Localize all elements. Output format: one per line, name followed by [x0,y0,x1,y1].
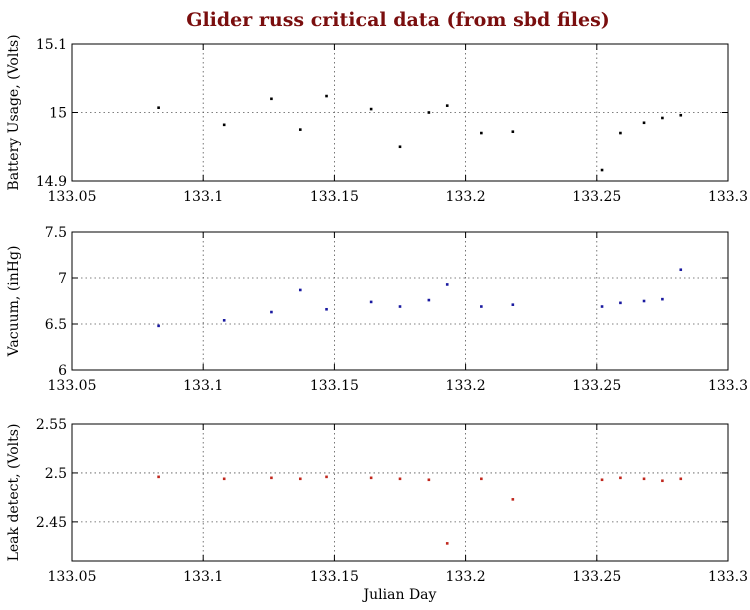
data-point [398,477,402,481]
y-tick-label: 2.45 [36,515,67,531]
data-point [427,111,431,114]
x-tick-label: 133.05 [48,569,97,585]
panel-2: 133.05 133.1 133.15 133.2 133.25 133.3 6 6.5 7 7.… [6,225,748,394]
data-point [600,168,604,172]
y-tick-label: 14.9 [36,174,67,190]
y-tick-label: 6.5 [45,317,67,333]
x-tick-label: 133.2 [446,378,486,394]
x-tick-label: 133.05 [48,189,97,205]
data-point [480,305,483,308]
y-tick-label: 2.5 [45,466,67,482]
data-point [325,307,328,311]
data-point [298,477,302,481]
x-tick-label: 133.25 [572,569,621,585]
data-point [511,498,515,501]
x-tick-label: 133.1 [183,569,223,585]
data-point [398,305,402,308]
data-point [270,97,273,101]
y-axis-label: Battery Usage, (Volts) [6,34,22,190]
data-point [270,310,273,314]
x-tick-label: 133.3 [708,378,748,394]
data-point [369,107,373,111]
x-tick-label: 133.2 [446,189,486,205]
x-tick-label: 133.15 [310,189,359,205]
data-point [222,123,226,127]
data-point [619,476,622,480]
data-point [427,478,431,482]
x-tick-label: 133.25 [572,378,621,394]
data-point [398,145,402,149]
y-axis-label: Leak detect, (Volts) [6,424,22,562]
data-point [600,305,604,308]
data-point [445,283,449,286]
data-point [679,268,683,272]
data-point [427,298,431,302]
x-tick-label: 133.2 [446,569,486,585]
data-point [369,300,373,304]
data-point [679,477,683,481]
x-tick-label: 133.1 [183,378,223,394]
y-tick-label: 15 [49,106,67,122]
panel-1: 133.05 133.1 133.15 133.2 133.25 133.3 14.9 15 1… [6,34,748,205]
data-point [661,479,664,483]
data-point [270,476,273,480]
data-point [298,288,302,292]
plot-frame [71,423,729,562]
data-point [445,104,449,107]
data-point [298,128,302,131]
data-point [157,106,160,110]
data-point [445,542,449,545]
data-point [511,303,515,306]
data-point [661,116,664,120]
x-tick-label: 133.05 [48,378,97,394]
panel-3: 133.05 133.1 133.15 133.2 133.25 133.3 2.45 2.5… [6,417,748,603]
x-tick-label: 133.25 [572,189,621,205]
data-point [661,297,664,301]
data-point [679,113,683,117]
data-point [369,476,373,480]
y-tick-label: 7.5 [45,225,67,241]
data-point [157,324,160,328]
data-point [325,475,328,479]
data-point [157,475,160,479]
y-tick-label: 2.55 [36,417,67,433]
x-tick-label: 133.15 [310,378,359,394]
data-point [600,478,604,482]
x-tick-label: 133.15 [310,569,359,585]
x-tick-label: 133.3 [708,569,748,585]
data-point [642,121,646,125]
data-point [619,301,622,305]
data-point [511,130,515,133]
data-point [642,299,646,303]
data-point [642,477,646,481]
y-tick-label: 6 [58,363,67,379]
data-point [480,131,483,135]
y-tick-label: 7 [58,271,67,287]
plot-frame [71,43,729,182]
x-tick-label: 133.3 [708,189,748,205]
plot-frame [71,231,729,371]
y-axis-label: Vacuum, (inHg) [6,246,22,358]
data-point [619,131,622,135]
chart-title: Glider russ critical data (from sbd file… [186,9,610,31]
x-axis-label: Julian Day [362,587,437,603]
data-point [325,94,328,98]
y-tick-label: 15.1 [36,37,67,53]
data-point [480,477,483,481]
data-point [222,319,226,322]
x-tick-label: 133.1 [183,189,223,205]
data-point [222,477,226,481]
